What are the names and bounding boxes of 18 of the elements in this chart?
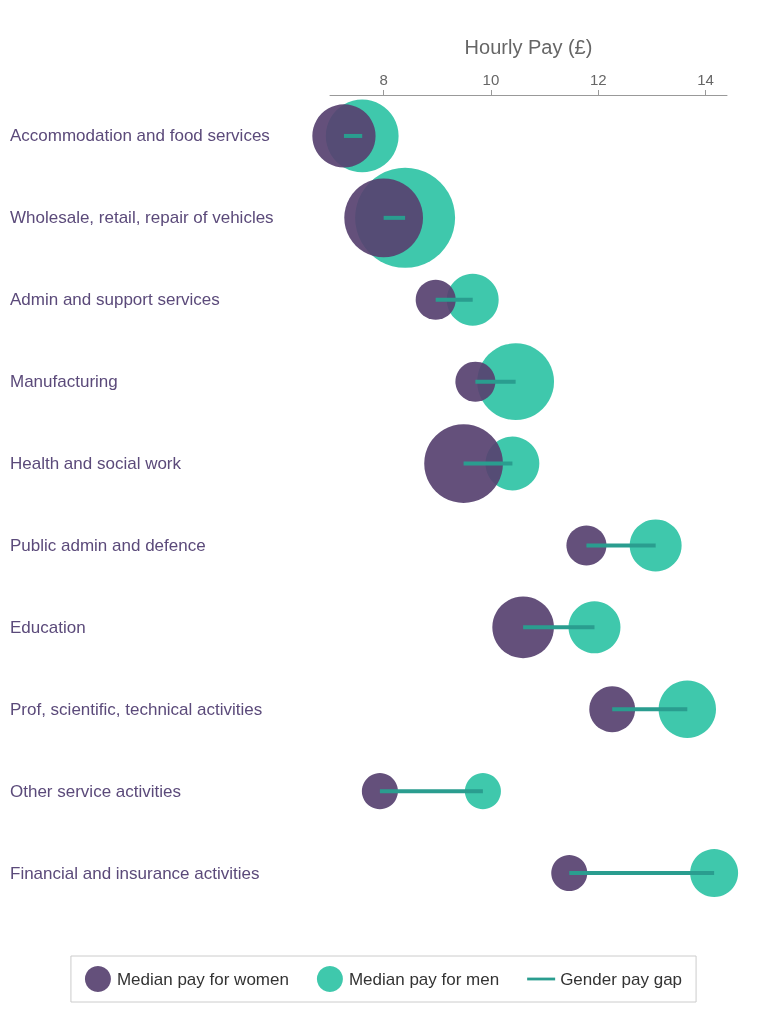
x-tick-label: 14 xyxy=(697,71,714,88)
y-tick-label: Health and social work xyxy=(10,454,182,474)
legend-label: Median pay for men xyxy=(348,969,500,989)
x-tick-label: 10 xyxy=(482,71,500,88)
legend-label: Gender pay gap xyxy=(560,969,683,989)
y-tick-label: Financial and insurance activities xyxy=(10,863,260,883)
y-tick-label: Public admin and defence xyxy=(10,535,206,555)
y-tick-label: Education xyxy=(10,617,86,637)
legend-label: Median pay for women xyxy=(116,969,289,989)
x-tick-label: 12 xyxy=(589,71,607,88)
y-tick-label: Admin and support services xyxy=(10,290,220,310)
y-tick-label: Accommodation and food services xyxy=(10,126,270,146)
y-tick-label: Prof, scientific, technical activities xyxy=(10,699,263,719)
x-tick-label: 8 xyxy=(379,71,388,88)
y-tick-label: Other service activities xyxy=(10,781,181,801)
y-tick-label: Manufacturing xyxy=(10,372,118,392)
y-tick-label: Wholesale, retail, repair of vehicles xyxy=(10,208,274,228)
x-axis-title: Hourly Pay (£) xyxy=(464,36,593,58)
